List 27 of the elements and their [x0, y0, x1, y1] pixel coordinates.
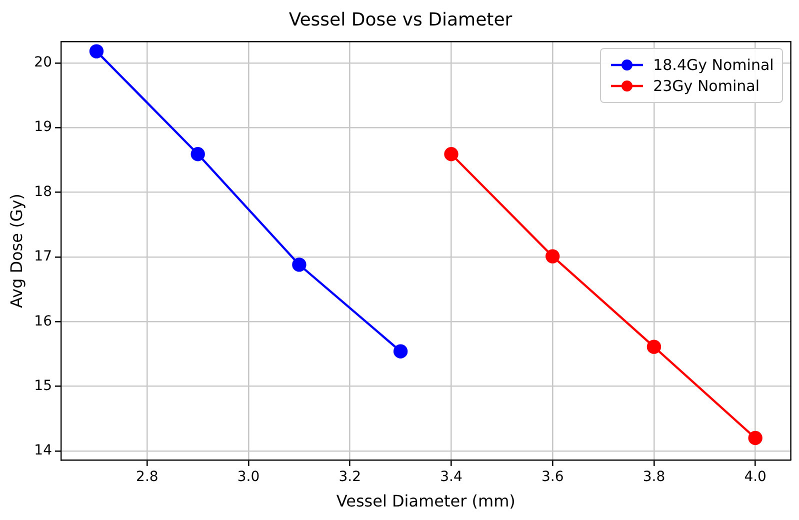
- point: [646, 340, 662, 354]
- x-axis-title: Vessel Diameter (mm): [336, 492, 516, 511]
- x-tick-label: 3.8: [642, 469, 666, 486]
- x-tick-label: 2.8: [136, 469, 158, 486]
- y-tick-label: 15: [34, 378, 52, 394]
- y-axis-title: Avg Dose (Gy): [6, 194, 26, 308]
- point: [546, 249, 560, 264]
- legend-label: 23Gy Nominal: [653, 76, 760, 95]
- legend-label: 18.4Gy Nominal: [653, 56, 774, 74]
- point: [190, 147, 205, 162]
- y-tick-label: 18: [34, 184, 52, 200]
- point: [292, 258, 306, 272]
- x-tick-label: 4.0: [744, 469, 766, 486]
- x-tick-label: 3.2: [338, 469, 362, 486]
- x-tick-label: 3.6: [541, 469, 564, 486]
- point: [89, 44, 104, 58]
- point: [444, 147, 458, 162]
- chart-title: Vessel Dose vs Diameter: [288, 9, 513, 30]
- y-tick-label: 20: [34, 54, 52, 71]
- point: [748, 430, 762, 446]
- y-tick-label: 16: [34, 313, 52, 330]
- y-tick-label: 17: [34, 248, 52, 265]
- y-tick-label: 14: [34, 442, 52, 459]
- y-tick-label: 19: [34, 119, 52, 136]
- x-tick-label: 3.4: [440, 469, 462, 486]
- point: [393, 344, 408, 358]
- x-tick-label: 3.0: [237, 469, 260, 486]
